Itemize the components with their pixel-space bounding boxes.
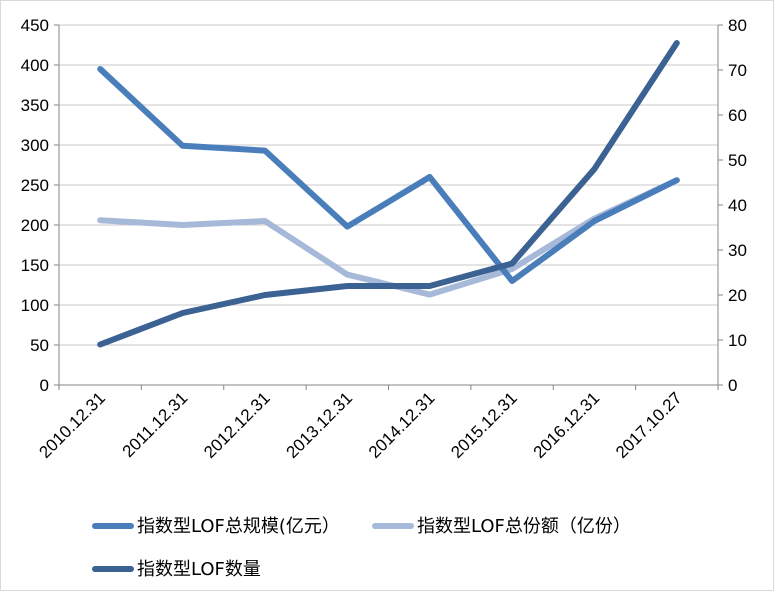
left-tick-label: 200 — [21, 216, 49, 235]
x-tick-label: 2010.12.31 — [35, 388, 109, 462]
left-tick-label: 400 — [21, 56, 49, 75]
legend-label-0: 指数型LOF总规模(亿元） — [137, 516, 340, 537]
legend: 指数型LOF总规模(亿元） 指数型LOF总份额（亿份） 指数型LOF数量 — [92, 516, 631, 580]
series-line-0 — [97, 66, 680, 284]
axes — [54, 24, 723, 390]
gridlines — [59, 24, 718, 346]
left-tick-label: 50 — [30, 336, 49, 355]
right-tick-label: 60 — [728, 106, 747, 125]
left-tick-label: 150 — [21, 256, 49, 275]
right-tick-label: 70 — [728, 61, 747, 80]
series-line-1 — [97, 177, 680, 298]
x-tick-label: 2013.12.31 — [283, 388, 357, 462]
left-tick-label: 450 — [21, 16, 49, 35]
x-axis-labels: 2010.12.31 2011.12.31 2012.12.31 2013.12.31… — [35, 388, 685, 462]
series-lines — [97, 40, 680, 348]
x-tick-label: 2015.12.31 — [447, 388, 521, 462]
right-tick-label: 80 — [728, 16, 747, 35]
left-tick-label: 300 — [21, 136, 49, 155]
x-tick-label: 2016.12.31 — [530, 388, 604, 462]
legend-label-1: 指数型LOF总份额（亿份） — [417, 516, 631, 537]
right-tick-label: 30 — [728, 241, 747, 260]
left-tick-label: 350 — [21, 96, 49, 115]
left-tick-label: 0 — [40, 376, 49, 395]
right-tick-label: 0 — [728, 376, 737, 395]
right-tick-label: 10 — [728, 331, 747, 350]
right-tick-label: 20 — [728, 286, 747, 305]
x-tick-label: 2017.10.27 — [612, 388, 686, 462]
right-tick-label: 40 — [728, 196, 747, 215]
left-tick-label: 100 — [21, 296, 49, 315]
x-tick-label: 2014.12.31 — [365, 388, 439, 462]
legend-label-2: 指数型LOF数量 — [137, 559, 261, 580]
right-axis-ticks: 0 10 20 30 40 50 60 70 80 — [728, 16, 747, 395]
x-tick-label: 2011.12.31 — [119, 388, 192, 461]
x-tick-label: 2012.12.31 — [200, 388, 274, 462]
left-axis-ticks: 0 50 100 150 200 250 300 350 400 450 — [21, 16, 49, 395]
left-tick-label: 250 — [21, 176, 49, 195]
right-tick-label: 50 — [728, 151, 747, 170]
series-line-2 — [97, 40, 680, 348]
